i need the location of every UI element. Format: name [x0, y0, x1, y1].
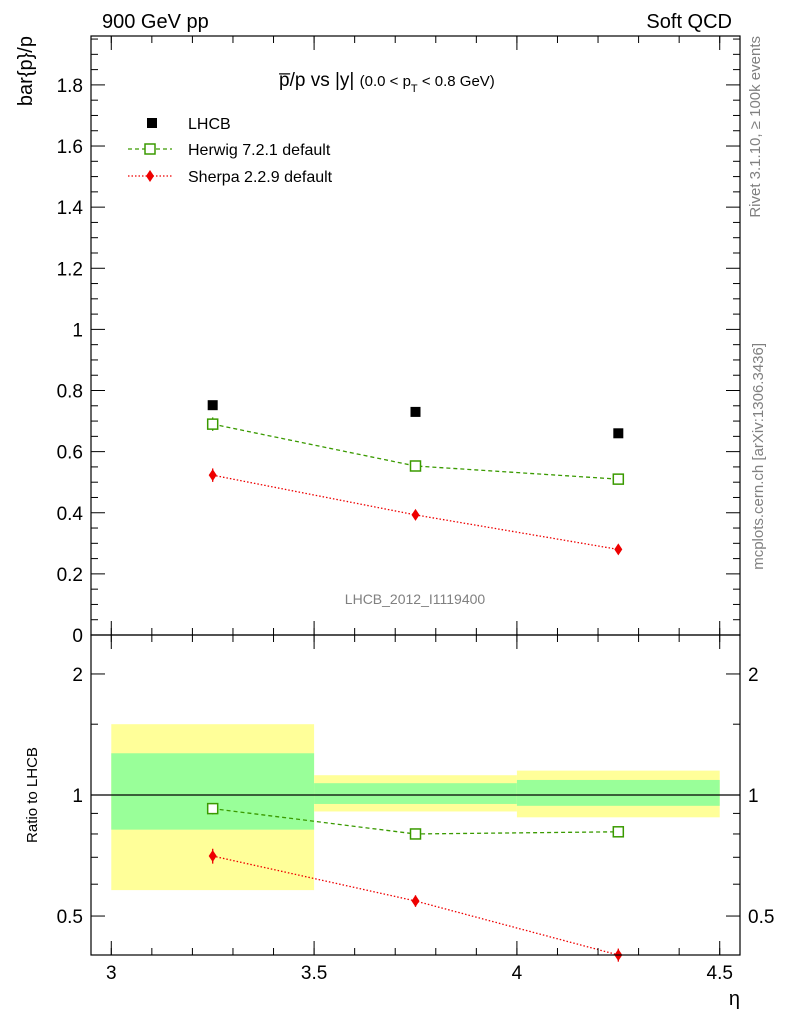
- main-lhcb-point-2: [613, 428, 624, 439]
- ratio-ylabel: Ratio to LHCB: [24, 747, 41, 843]
- legend-marker-lhcb: [147, 118, 157, 128]
- ratio-ytick-label-right-1: 1: [748, 786, 759, 807]
- legend-label-herwig: Herwig 7.2.1 default: [188, 142, 331, 159]
- main-marks: [206, 400, 625, 556]
- main-ylabel: bar{p}/p: [15, 36, 37, 106]
- rivet-label: Rivet 3.1.10, ≥ 100k events: [747, 36, 764, 218]
- main-ytick-label-5: 1: [72, 320, 83, 341]
- ratio-sherpa-point-1: [411, 894, 420, 907]
- main-ytick-label-9: 1.8: [57, 76, 83, 97]
- ratio-band-inner-0: [111, 753, 315, 830]
- header-right: Soft QCD: [646, 11, 732, 33]
- ratio-xtick-label-3: 4.5: [707, 963, 733, 984]
- ratio-bands: [111, 724, 720, 891]
- mcplots-label: mcplots.cern.ch [arXiv:1306.3436]: [750, 343, 767, 570]
- ratio-herwig-point-0: [206, 802, 219, 815]
- main-ytick-label-8: 1.6: [57, 137, 83, 158]
- ratio-ytick-label-right-2: 2: [748, 665, 759, 686]
- ratio-xtick-label-0: 3: [106, 963, 117, 984]
- ratio-frame: [90, 634, 741, 956]
- main-sherpa-point-0: [208, 469, 217, 482]
- main-title: p̅/p vs |y| (0.0 < pT < 0.8 GeV): [279, 70, 495, 95]
- ratio-herwig-point-1: [409, 828, 422, 840]
- main-title-main: p̅/p vs |y|: [279, 70, 355, 91]
- main-title-sub-pre: (0.0 < p: [360, 73, 411, 90]
- ratio-ytick-label-right-0: 0.5: [748, 907, 774, 928]
- main-herwig-point-2: [612, 473, 625, 485]
- legend-marker-sherpa: [146, 170, 154, 182]
- legend-item-lhcb: LHCB: [147, 116, 231, 133]
- main-ytick-label-7: 1.4: [57, 198, 84, 219]
- main-ytick-label-3: 0.6: [57, 443, 83, 464]
- legend-label-lhcb: LHCB: [188, 116, 231, 133]
- ratio-ytick-label-left-0: 0.5: [57, 907, 83, 928]
- main-ytick-label-0: 0: [72, 626, 83, 647]
- main-herwig-point-0: [206, 418, 219, 430]
- header-left: 900 GeV pp: [102, 11, 209, 33]
- main-lhcb-point-0: [207, 400, 218, 411]
- legend-label-sherpa: Sherpa 2.2.9 default: [188, 169, 333, 186]
- ratio-ytick-label-left-1: 1: [72, 786, 83, 807]
- ratio-band-inner-2: [516, 779, 720, 806]
- main-ytick-label-2: 0.4: [57, 504, 84, 525]
- ratio-herwig-point-2: [612, 826, 625, 838]
- legend-item-herwig: Herwig 7.2.1 default: [128, 142, 331, 159]
- main-lhcb-point-1: [410, 406, 421, 417]
- ratio-ytick-label-left-2: 2: [72, 665, 83, 686]
- main-sherpa-point-2: [614, 543, 623, 556]
- legend-marker-herwig: [144, 143, 156, 155]
- main-ytick-label-6: 1.2: [57, 259, 83, 280]
- main-ytick-label-4: 0.8: [57, 382, 83, 403]
- main-axes: 0 0.2 0.4 0.6 0.8 1 1.2 1.4 1.6 1.8: [57, 36, 740, 647]
- legend-item-sherpa: Sherpa 2.2.9 default: [128, 169, 333, 186]
- ratio-xtick-label-1: 3.5: [301, 963, 327, 984]
- ratio-sherpa-point-0: [208, 850, 217, 863]
- main-panel: 0 0.2 0.4 0.6 0.8 1 1.2 1.4 1.6 1.8 p̅/p vs |y| (…: [15, 35, 741, 647]
- ratio-marks: [206, 802, 625, 962]
- main-title-sub-post: < 0.8 GeV): [418, 73, 495, 90]
- ratio-panel: 0.5 0.5 1 1 2 2 3 3.5 4 4.5 Ratio to LHCB η: [24, 634, 774, 1010]
- main-title-sub-sub: T: [411, 83, 418, 95]
- ratio-xtick-label-2: 4: [512, 963, 523, 984]
- main-ytick-label-1: 0.2: [57, 565, 83, 586]
- xlabel: η: [729, 988, 740, 1010]
- watermark: LHCB_2012_I1119400: [345, 591, 486, 607]
- legend: LHCB Herwig 7.2.1 default Sherpa 2.2.9 d…: [128, 116, 333, 186]
- main-herwig-point-1: [409, 460, 422, 472]
- main-sherpa-point-1: [411, 508, 420, 521]
- ratio-axes: 0.5 0.5 1 1 2 2 3 3.5 4 4.5: [57, 635, 774, 984]
- ratio-band-inner-1: [314, 783, 517, 804]
